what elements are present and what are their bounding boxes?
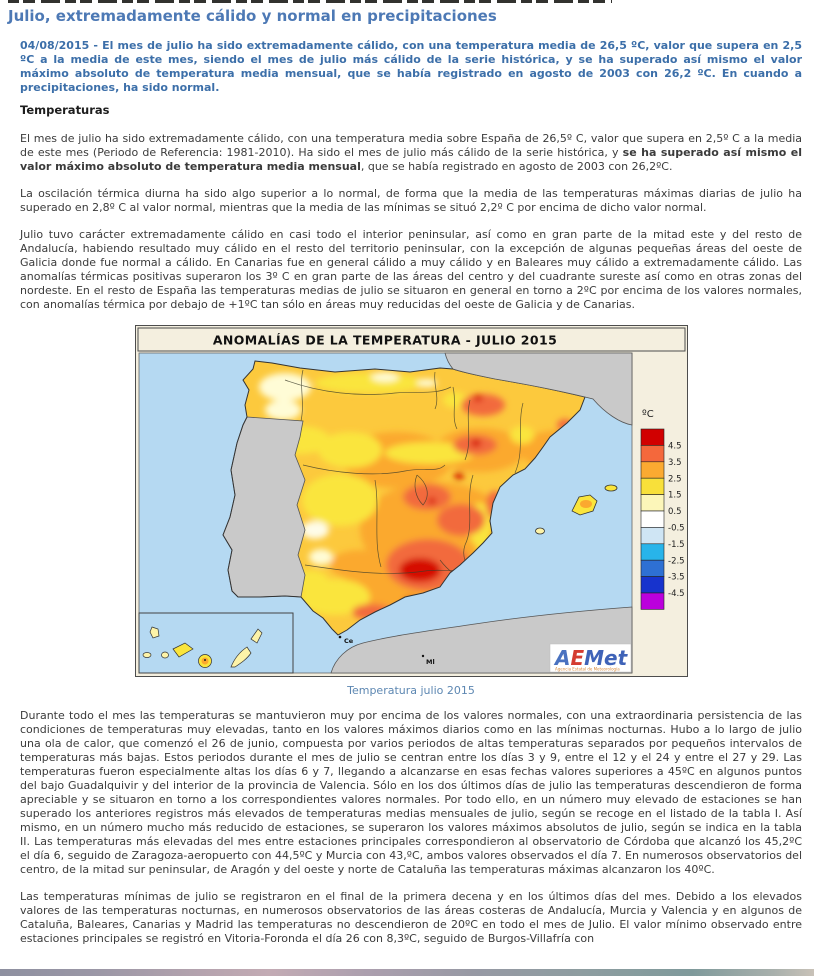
aemet-logo-e: E [570, 646, 584, 670]
legend-tick-label: -1.5 [668, 540, 685, 550]
intro-paragraph: 04/08/2015 - El mes de julio ha sido ext… [20, 39, 802, 94]
paragraph-1-post: , que se había registrado en agosto de 2… [360, 160, 673, 173]
cropped-content-strip-bottom [0, 969, 814, 976]
legend-tick-label: -3.5 [668, 573, 685, 583]
legend-tick-label: 1.5 [668, 491, 682, 501]
legend-swatch [640, 559, 664, 577]
legend-swatch [640, 592, 664, 610]
legend-tick-label: 4.5 [668, 442, 682, 452]
legend-tick-label: 0.5 [668, 507, 682, 517]
aemet-logo: AEMet Agencia Estatal de Meteorología [549, 643, 631, 673]
paragraph-1-bold: se ha superado así mismo el valor máximo… [20, 146, 803, 173]
legend-tick-label: -4.5 [668, 589, 685, 599]
paragraph-2: La oscilación térmica diurna ha sido alg… [20, 187, 802, 214]
paragraph-1: El mes de julio ha sido extremadamente c… [20, 132, 802, 174]
legend-swatch [640, 494, 664, 512]
legend-swatch [640, 527, 664, 545]
article: Julio, extremadamente cálido y normal en… [8, 7, 802, 945]
paragraph-4: Durante todo el mes las temperaturas se … [20, 709, 802, 876]
france-region [443, 352, 632, 426]
legend-swatch [640, 510, 664, 528]
map-title-bar [137, 327, 685, 352]
aemet-logo-subtext: Agencia Estatal de Meteorología [555, 667, 620, 672]
legend-tick-label: 2.5 [668, 474, 682, 484]
ceuta-label: Ce [344, 637, 354, 645]
legend-swatch [640, 576, 664, 594]
temperature-anomaly-map: ANOMALÍAS DE LA TEMPERATURA - JULIO 2015 [134, 325, 688, 677]
paragraph-1-pre: El mes de julio ha sido extremadamente c… [20, 132, 802, 159]
ceuta-dot [338, 635, 341, 639]
cropped-content-strip-top [8, 0, 612, 3]
paragraph-5: Las temperaturas mínimas de julio se reg… [20, 890, 802, 945]
canary-islands-inset [138, 612, 293, 674]
melilla-dot [421, 654, 424, 658]
legend-tick-label: 3.5 [668, 458, 682, 468]
svg-text:AEMet: AEMet [553, 646, 629, 670]
legend-swatch [640, 543, 664, 561]
legend-swatch [640, 445, 664, 463]
legend-swatch [640, 428, 664, 446]
map-caption: Temperatura julio 2015 [347, 684, 475, 697]
legend-swatch [640, 461, 664, 479]
aemet-logo-a: A [553, 646, 570, 670]
legend-tick-label: -0.5 [668, 524, 685, 534]
balearic-islands [534, 484, 617, 535]
legend-swatch [640, 477, 664, 495]
page-title: Julio, extremadamente cálido y normal en… [8, 7, 497, 25]
temperature-anomaly-map-figure: ANOMALÍAS DE LA TEMPERATURA - JULIO 2015 [134, 325, 688, 697]
map-legend: ºC 4.5 [640, 409, 685, 610]
legend-tick-label: -2.5 [668, 556, 685, 566]
melilla-label: Ml [426, 658, 435, 666]
aemet-logo-met: Met [584, 646, 628, 670]
section-heading-temperaturas: Temperaturas [20, 103, 110, 117]
legend-tick-labels: 4.5 3.5 2.5 1.5 0.5 -0.5 -1.5 -2.5 -3.5 … [668, 442, 685, 600]
paragraph-3: Julio tuvo carácter extremadamente cálid… [20, 228, 802, 311]
legend-unit-label: ºC [642, 409, 654, 420]
map-title: ANOMALÍAS DE LA TEMPERATURA - JULIO 2015 [212, 333, 556, 348]
